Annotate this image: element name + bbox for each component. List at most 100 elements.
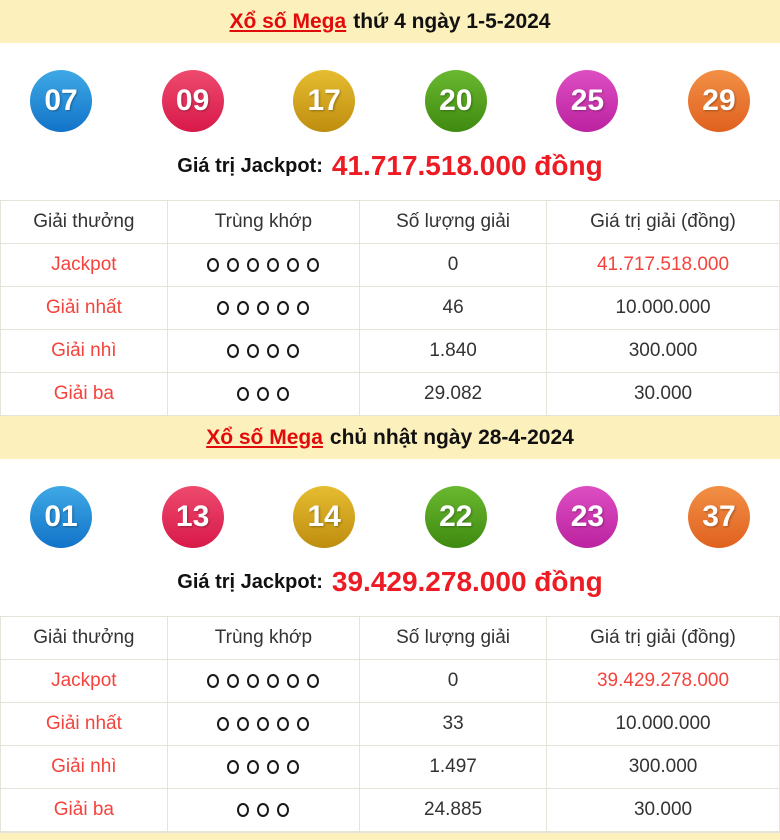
column-header-value: Giá trị giải (đồng) xyxy=(546,200,780,244)
jackpot-line: Giá trị Jackpot: 39.429.278.000 đồng xyxy=(0,548,780,616)
table-row: Giải nhất 46 10.000.000 xyxy=(0,286,780,330)
match-circle-icon xyxy=(307,674,320,688)
lottery-ball: 14 xyxy=(293,486,356,548)
column-header-count: Số lượng giải xyxy=(359,616,548,660)
match-circle-icon xyxy=(257,803,270,817)
lottery-ball: 25 xyxy=(556,70,619,132)
prize-name-cell: Giải nhì xyxy=(0,329,168,373)
table-header-row: Giải thưởng Trùng khớp Số lượng giải Giá… xyxy=(0,200,780,244)
match-circle-icon xyxy=(267,760,280,774)
prize-name-cell: Jackpot xyxy=(0,659,168,703)
match-circle-icon xyxy=(287,344,300,358)
jackpot-label: Giá trị Jackpot: xyxy=(177,570,323,593)
result-section-2: Xổ số Mega chủ nhật ngày 28-4-2024 01 13… xyxy=(0,416,780,832)
column-header-prize: Giải thưởng xyxy=(0,200,168,244)
table-row: Giải ba 24.885 30.000 xyxy=(0,788,780,832)
winning-numbers-row: 07 09 17 20 25 29 xyxy=(0,43,780,132)
column-header-match: Trùng khớp xyxy=(166,616,361,660)
prize-name-cell: Giải ba xyxy=(0,788,168,832)
lottery-ball: 01 xyxy=(30,486,92,548)
match-circle-icon xyxy=(297,717,310,731)
prize-value-cell: 10.000.000 xyxy=(546,702,780,746)
match-circle-icon xyxy=(247,344,260,358)
table-row: Giải nhì 1.840 300.000 xyxy=(0,329,780,373)
match-circle-icon xyxy=(237,301,250,315)
table-row: Giải nhất 33 10.000.000 xyxy=(0,702,780,746)
prize-count-cell: 24.885 xyxy=(359,788,548,832)
prize-name-cell: Giải ba xyxy=(0,372,168,416)
match-circle-icon xyxy=(257,717,270,731)
prize-value-cell: 300.000 xyxy=(546,329,780,373)
match-circles xyxy=(168,344,359,358)
jackpot-line: Giá trị Jackpot: 41.717.518.000 đồng xyxy=(0,132,780,200)
prize-value-cell: 39.429.278.000 xyxy=(546,659,780,703)
lottery-ball: 23 xyxy=(556,486,619,548)
prize-value-cell: 30.000 xyxy=(546,372,780,416)
match-cell xyxy=(166,745,361,789)
prize-table: Giải thưởng Trùng khớp Số lượng giải Giá… xyxy=(0,616,780,832)
match-cell xyxy=(166,372,361,416)
match-circle-icon xyxy=(287,258,300,272)
match-cell xyxy=(166,659,361,703)
match-circle-icon xyxy=(237,717,250,731)
column-header-prize: Giải thưởng xyxy=(0,616,168,660)
result-section-1: Xổ số Mega thứ 4 ngày 1-5-2024 07 09 17 … xyxy=(0,0,780,416)
lottery-ball: 17 xyxy=(293,70,356,132)
next-result-header-partial xyxy=(0,832,780,840)
match-circle-icon xyxy=(207,258,220,272)
match-circle-icon xyxy=(267,344,280,358)
winning-numbers-row: 01 13 14 22 23 37 xyxy=(0,459,780,548)
match-circle-icon xyxy=(227,674,240,688)
match-circles xyxy=(168,717,359,731)
lottery-ball: 22 xyxy=(424,486,487,548)
lottery-ball: 20 xyxy=(424,70,487,132)
match-cell xyxy=(166,243,361,287)
match-circles xyxy=(168,387,359,401)
jackpot-label: Giá trị Jackpot: xyxy=(177,154,323,177)
prize-count-cell: 1.840 xyxy=(359,329,548,373)
prize-table: Giải thưởng Trùng khớp Số lượng giải Giá… xyxy=(0,200,780,416)
column-header-value: Giá trị giải (đồng) xyxy=(546,616,780,660)
match-circle-icon xyxy=(277,301,290,315)
prize-name-cell: Giải nhất xyxy=(0,702,168,746)
result-date-text: chủ nhật ngày 28-4-2024 xyxy=(329,425,574,449)
prize-count-cell: 1.497 xyxy=(359,745,548,789)
table-row: Jackpot 0 39.429.278.000 xyxy=(0,659,780,703)
match-circle-icon xyxy=(277,387,290,401)
mega-link[interactable]: Xổ số Mega xyxy=(206,425,323,449)
match-circles xyxy=(168,760,359,774)
match-circle-icon xyxy=(237,387,250,401)
table-row: Jackpot 0 41.717.518.000 xyxy=(0,243,780,287)
match-circles xyxy=(168,301,359,315)
prize-name-cell: Giải nhì xyxy=(0,745,168,789)
match-cell xyxy=(166,788,361,832)
match-circle-icon xyxy=(267,258,280,272)
table-row: Giải ba 29.082 30.000 xyxy=(0,372,780,416)
prize-count-cell: 46 xyxy=(359,286,548,330)
column-header-match: Trùng khớp xyxy=(166,200,361,244)
match-circle-icon xyxy=(307,258,320,272)
prize-count-cell: 0 xyxy=(359,659,548,703)
prize-value-cell: 41.717.518.000 xyxy=(546,243,780,287)
lottery-ball: 29 xyxy=(687,70,750,132)
match-circle-icon xyxy=(227,258,240,272)
match-circle-icon xyxy=(237,803,250,817)
match-circle-icon xyxy=(227,760,240,774)
table-header-row: Giải thưởng Trùng khớp Số lượng giải Giá… xyxy=(0,616,780,660)
prize-value-cell: 30.000 xyxy=(546,788,780,832)
lottery-ball: 07 xyxy=(30,70,92,132)
match-circles xyxy=(168,258,359,272)
match-circle-icon xyxy=(277,803,290,817)
match-circle-icon xyxy=(297,301,310,315)
result-date-text: thứ 4 ngày 1-5-2024 xyxy=(353,9,551,33)
prize-name-cell: Giải nhất xyxy=(0,286,168,330)
prize-count-cell: 29.082 xyxy=(359,372,548,416)
match-circles xyxy=(168,674,359,688)
match-circle-icon xyxy=(247,760,260,774)
match-circle-icon xyxy=(277,717,290,731)
mega-link[interactable]: Xổ số Mega xyxy=(229,9,347,33)
match-cell xyxy=(166,702,361,746)
match-circle-icon xyxy=(287,760,300,774)
match-circle-icon xyxy=(267,674,280,688)
match-circle-icon xyxy=(207,674,220,688)
